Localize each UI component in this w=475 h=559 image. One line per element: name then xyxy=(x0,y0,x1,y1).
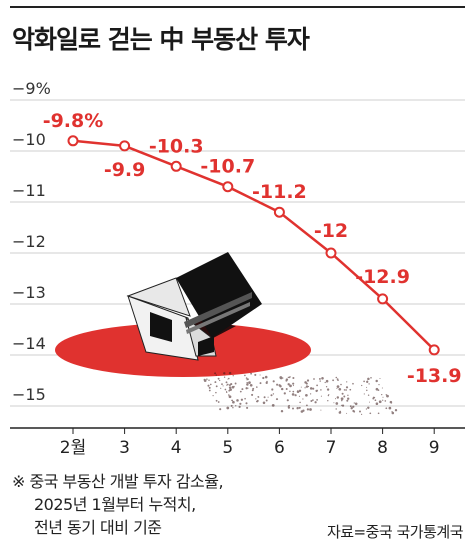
data-label: -12 xyxy=(314,220,348,242)
x-tick-label: 8 xyxy=(377,438,388,458)
data-point xyxy=(222,181,234,193)
data-label: -13.9 xyxy=(407,365,462,387)
x-tick-label: 3 xyxy=(119,438,130,458)
y-tick-label: −11 xyxy=(12,181,46,200)
y-tick-labels: −9% −10 −11 −12 −13 −14 −15 xyxy=(12,80,51,404)
y-tick-label: −13 xyxy=(12,283,46,302)
data-point xyxy=(377,293,389,305)
footnote-line: 2025년 1월부터 누적치, xyxy=(34,495,196,514)
x-tick-label: 9 xyxy=(429,438,440,458)
source-credit: 자료=중국 국가통계국 xyxy=(326,523,464,541)
data-label: -12.9 xyxy=(355,266,410,288)
title-rule xyxy=(10,6,465,8)
data-point xyxy=(67,135,79,147)
data-label: -11.2 xyxy=(252,181,307,203)
footnote-line: ※ 중국 부동산 개발 투자 감소율, xyxy=(12,472,224,491)
y-tick-label: −15 xyxy=(12,385,46,404)
data-label: -10.7 xyxy=(200,156,255,178)
line-chart: −9% −10 −11 −12 −13 −14 −15 -9.8% -9.9-10.3-10.… xyxy=(10,80,465,458)
x-tick-label: 4 xyxy=(171,438,182,458)
chart-title: 악화일로 걷는 中 부동산 투자 xyxy=(12,25,310,54)
data-point xyxy=(170,160,182,172)
y-tick-label: −12 xyxy=(12,232,46,251)
data-point xyxy=(273,206,285,218)
footnote-line: 전년 동기 대비 기준 xyxy=(34,518,162,537)
data-labels: -9.8% -9.9-10.3-10.7 -11.2 -12 -12.9 -13.9 xyxy=(43,110,462,387)
x-tick-label: 5 xyxy=(222,438,233,458)
data-point xyxy=(119,140,131,152)
y-tick-label: −14 xyxy=(12,334,46,353)
series-line xyxy=(72,139,436,351)
data-point xyxy=(428,344,440,356)
data-label: -10.3 xyxy=(149,135,204,157)
y-tick-label: −9% xyxy=(12,80,51,98)
data-label: -9.9 xyxy=(104,159,146,181)
sinking-house-icon xyxy=(55,252,398,415)
data-points xyxy=(67,135,440,356)
y-tick-label: −10 xyxy=(12,130,46,149)
footnote: ※ 중국 부동산 개발 투자 감소율, 2025년 1월부터 누적치, 전년 동… xyxy=(12,470,224,539)
x-tick-label: 2월 xyxy=(60,438,86,458)
x-tick-labels: 2월 3 4 5 6 7 8 9 xyxy=(60,428,440,458)
data-point xyxy=(325,247,337,259)
x-tick-label: 7 xyxy=(326,438,337,458)
data-label: -9.8% xyxy=(43,110,104,132)
x-tick-label: 6 xyxy=(274,438,285,458)
